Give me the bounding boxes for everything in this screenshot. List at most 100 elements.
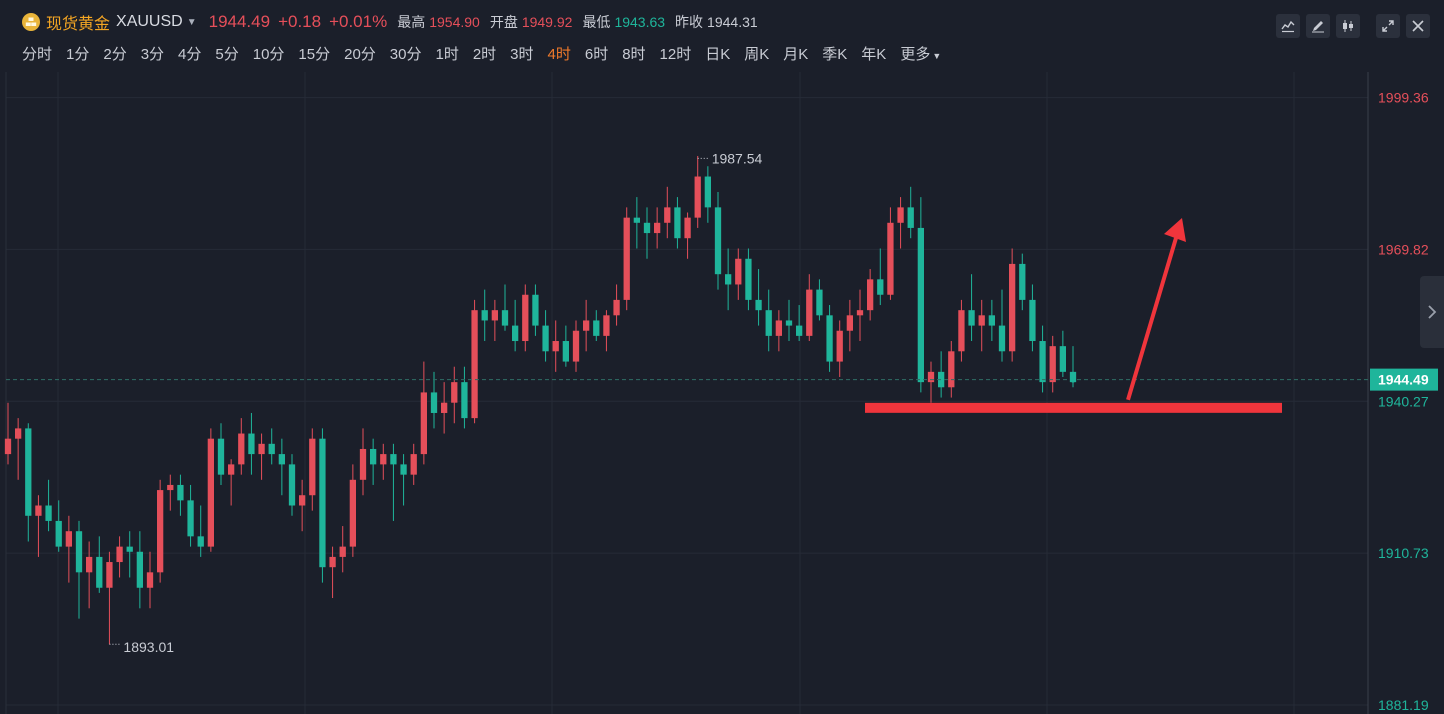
candle-body[interactable]	[562, 341, 570, 362]
candle-body[interactable]	[755, 299, 762, 311]
timeframe-tab[interactable]: 周K	[744, 45, 770, 63]
candle-body[interactable]	[146, 572, 154, 588]
candle-body[interactable]	[126, 546, 133, 552]
timeframe-tab[interactable]: 6时	[584, 45, 609, 63]
candle-body[interactable]	[542, 325, 549, 352]
candle-body[interactable]	[1039, 341, 1046, 383]
candle-body[interactable]	[907, 207, 914, 228]
candle-body[interactable]	[167, 484, 174, 491]
candle-body[interactable]	[45, 505, 52, 521]
candle-body[interactable]	[35, 505, 42, 516]
candle-body[interactable]	[582, 320, 590, 331]
candle-body[interactable]	[866, 279, 874, 311]
timeframe-tab[interactable]: 分时	[22, 45, 53, 63]
candle-type-button[interactable]	[1336, 14, 1360, 38]
candle-body[interactable]	[775, 320, 783, 336]
candle-body[interactable]	[440, 402, 448, 413]
candle-body[interactable]	[400, 464, 407, 475]
timeframe-tab[interactable]: 月K	[783, 45, 809, 63]
candle-body[interactable]	[694, 176, 701, 218]
candle-body[interactable]	[998, 325, 1006, 352]
candle-body[interactable]	[339, 546, 346, 557]
candle-body[interactable]	[897, 207, 904, 223]
candle-body[interactable]	[968, 310, 975, 326]
candle-body[interactable]	[856, 310, 864, 316]
symbol-name[interactable]: 现货黄金	[46, 16, 111, 33]
candle-body[interactable]	[664, 207, 671, 223]
candle-body[interactable]	[329, 556, 336, 568]
candlestick-chart[interactable]: 1999.36 1969.82 1940.27 1910.73 1881.19 1944.…	[0, 72, 1444, 714]
candle-body[interactable]	[268, 443, 275, 455]
candle-body[interactable]	[1008, 263, 1016, 352]
candle-body[interactable]	[633, 217, 641, 223]
candle-body[interactable]	[278, 454, 286, 465]
candle-body[interactable]	[430, 392, 438, 413]
candle-body[interactable]	[238, 433, 245, 465]
timeframe-tab[interactable]: 1时	[435, 45, 459, 63]
candle-body[interactable]	[958, 310, 965, 352]
timeframe-tab[interactable]: 日K	[705, 45, 731, 63]
candle-body[interactable]	[735, 258, 742, 285]
candle-body[interactable]	[319, 438, 326, 568]
candle-body[interactable]	[532, 294, 539, 326]
candle-body[interactable]	[491, 310, 499, 321]
candle-body[interactable]	[75, 531, 83, 573]
candle-body[interactable]	[826, 315, 833, 362]
timeframe-tab[interactable]: 2时	[472, 45, 497, 63]
candle-body[interactable]	[410, 454, 417, 475]
candle-body[interactable]	[156, 490, 164, 573]
timeframe-tab[interactable]: 8时	[622, 45, 646, 63]
candle-body[interactable]	[836, 330, 843, 362]
candle-body[interactable]	[988, 315, 996, 326]
timeframe-tab[interactable]: 15分	[298, 45, 331, 63]
timeframe-tab[interactable]: 4时	[547, 45, 571, 63]
candle-body[interactable]	[927, 371, 935, 383]
candle-body[interactable]	[522, 294, 529, 342]
candle-body[interactable]	[745, 258, 752, 300]
timeframe-tab[interactable]: 20分	[344, 45, 376, 63]
draw-button[interactable]	[1306, 14, 1330, 38]
candle-body[interactable]	[806, 289, 813, 336]
candle-body[interactable]	[917, 227, 925, 383]
timeframe-tab[interactable]: 4分	[178, 45, 202, 63]
candle-body[interactable]	[795, 325, 803, 336]
timeframe-tab[interactable]: 季K	[822, 45, 848, 63]
candle-body[interactable]	[177, 484, 184, 501]
candle-body[interactable]	[380, 454, 387, 465]
timeframe-tab[interactable]: 30分	[389, 45, 422, 63]
candle-body[interactable]	[116, 546, 123, 563]
candle-body[interactable]	[1019, 263, 1026, 300]
candle-body[interactable]	[623, 217, 630, 300]
candle-body[interactable]	[714, 207, 722, 275]
candle-body[interactable]	[724, 274, 732, 285]
timeframe-tab[interactable]: 12时	[659, 45, 692, 63]
side-panel-toggle[interactable]	[1420, 276, 1444, 348]
timeframe-tab[interactable]: 3时	[510, 45, 534, 63]
candle-body[interactable]	[572, 330, 580, 362]
line-chart-button[interactable]	[1276, 14, 1300, 38]
candle-body[interactable]	[288, 464, 296, 506]
candle-body[interactable]	[816, 289, 823, 316]
symbol-dropdown-icon[interactable]: ▼	[186, 16, 197, 28]
symbol-code[interactable]: XAUUSD	[116, 13, 183, 30]
candle-body[interactable]	[552, 341, 559, 352]
candle-body[interactable]	[785, 320, 793, 326]
candle-body[interactable]	[643, 222, 651, 234]
candle-body[interactable]	[258, 443, 265, 455]
candle-body[interactable]	[420, 392, 428, 455]
candle-body[interactable]	[593, 320, 600, 336]
candle-body[interactable]	[846, 315, 854, 331]
candle-body[interactable]	[207, 438, 215, 547]
candle-body[interactable]	[349, 479, 357, 547]
candle-body[interactable]	[55, 520, 62, 547]
candle-body[interactable]	[309, 438, 316, 496]
candle-body[interactable]	[1049, 346, 1056, 383]
candle-body[interactable]	[248, 433, 255, 455]
candle-body[interactable]	[978, 315, 985, 326]
candle-body[interactable]	[25, 428, 32, 516]
candle-body[interactable]	[96, 556, 103, 588]
close-button[interactable]	[1406, 14, 1430, 38]
candle-body[interactable]	[511, 325, 519, 342]
candle-body[interactable]	[390, 454, 397, 465]
candle-body[interactable]	[106, 562, 113, 588]
